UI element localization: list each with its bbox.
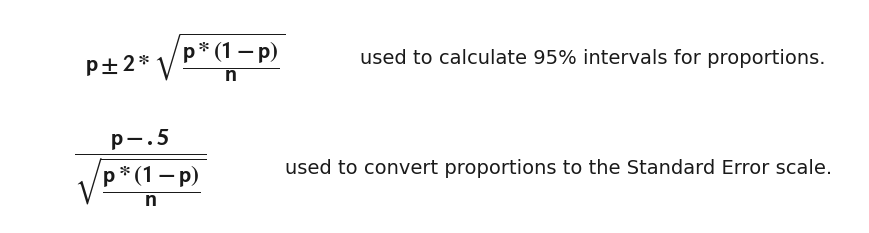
Text: $\mathbf{p \pm 2 * \sqrt{\dfrac{p*(1-p)}{n}}}$: $\mathbf{p \pm 2 * \sqrt{\dfrac{p*(1-p)}… (84, 31, 285, 85)
Text: used to calculate 95% intervals for proportions.: used to calculate 95% intervals for prop… (360, 48, 825, 68)
Text: $\mathbf{\dfrac{p - .5}{\sqrt{\dfrac{p*(1-p)}{n}}}}$: $\mathbf{\dfrac{p - .5}{\sqrt{\dfrac{p*(… (74, 127, 206, 209)
Text: used to convert proportions to the Standard Error scale.: used to convert proportions to the Stand… (285, 158, 831, 178)
